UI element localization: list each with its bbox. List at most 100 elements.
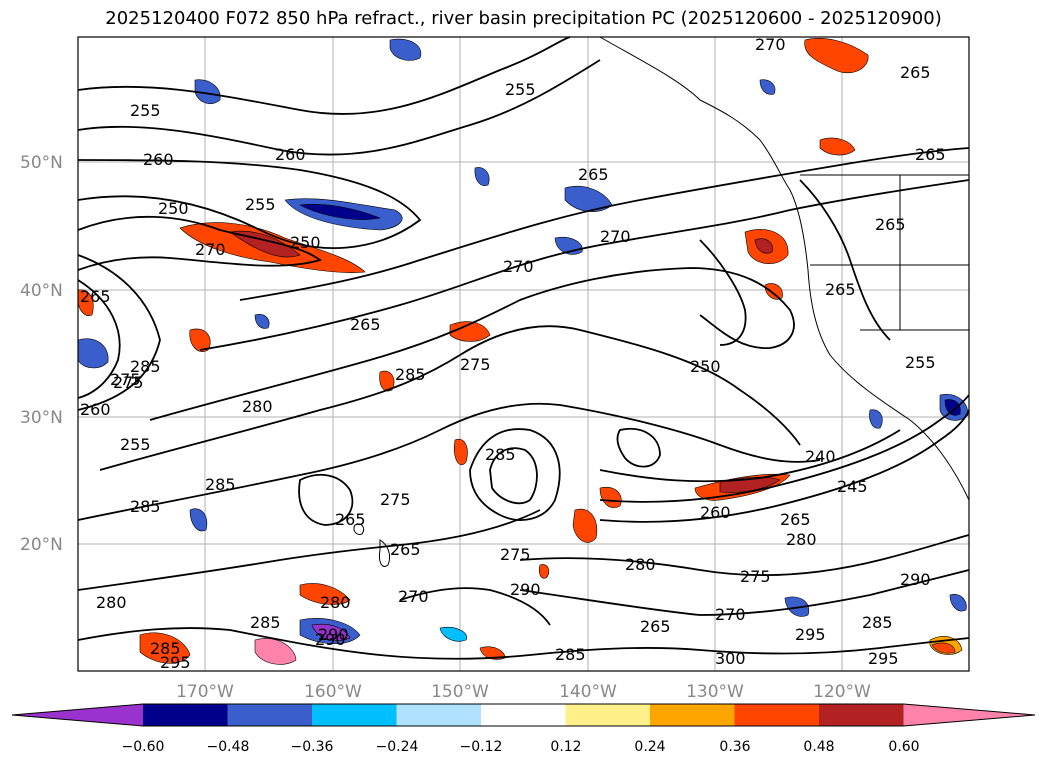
contour-label: 275	[740, 567, 771, 586]
colorbar-tick-label: −0.12	[460, 739, 503, 755]
contour-label: 260	[275, 145, 306, 164]
contour-label: 280	[242, 397, 273, 416]
contour-label: 285	[130, 497, 161, 516]
contour-label: 265	[875, 215, 906, 234]
lon-label-160w: 160°W	[304, 682, 362, 702]
longitude-labels: 170°W 160°W 150°W 140°W 130°W 120°W	[176, 682, 871, 702]
colorbar-extend-right	[903, 704, 1035, 726]
contour-label: 295	[160, 653, 191, 672]
colorbar-tick-label: −0.48	[207, 739, 250, 755]
contour-label: 255	[905, 353, 936, 372]
contour-label: 290	[510, 580, 541, 599]
contour-label: 265	[900, 63, 931, 82]
contour-label: 295	[795, 625, 826, 644]
contour-label: 280	[320, 593, 351, 612]
contour-label: 270	[755, 35, 786, 54]
colorbar-swatch	[312, 704, 397, 726]
coastlines	[353, 36, 970, 567]
colorbar-tick-label: 0.48	[803, 739, 834, 755]
colorbar-tick-label: 0.12	[550, 739, 581, 755]
contour-label: 265	[780, 510, 811, 529]
contour-label: 275	[460, 355, 491, 374]
colorbar-swatch	[734, 704, 820, 726]
colorbar-tick-label: 0.36	[719, 739, 750, 755]
contour-label: 265	[335, 510, 366, 529]
contour-label: 265	[390, 540, 421, 559]
colorbar-tick-label: 0.60	[888, 739, 919, 755]
lon-label-130w: 130°W	[686, 682, 744, 702]
contour-label: 290	[318, 625, 349, 644]
contour-label: 250	[690, 357, 721, 376]
colorbar-swatch	[565, 704, 651, 726]
contour-label: 255	[130, 101, 161, 120]
contour-label: 275	[110, 370, 141, 389]
contour-label: 295	[868, 649, 899, 668]
contour-label: 285	[485, 445, 516, 464]
map-frame	[77, 36, 970, 672]
lat-label-20n: 20°N	[20, 535, 63, 555]
contour-label: 260	[80, 400, 111, 419]
contour-label: 270	[600, 227, 631, 246]
contour-label: 245	[837, 477, 868, 496]
contour-label: 250	[158, 199, 189, 218]
colorbar-extend-left	[12, 704, 143, 726]
map-title: 2025120400 F072 850 hPa refract., river …	[105, 8, 942, 29]
lon-label-150w: 150°W	[431, 682, 489, 702]
contour-label: 275	[500, 545, 531, 564]
contour-label: 285	[130, 357, 161, 376]
contour-label: 290	[315, 630, 346, 649]
lat-label-40n: 40°N	[20, 281, 63, 301]
contour-label: 250	[290, 233, 321, 252]
contour-label: 240	[805, 447, 836, 466]
contour-label: 285	[862, 613, 893, 632]
colorbar	[11, 703, 1036, 727]
contour-label: 270	[715, 605, 746, 624]
colorbar-tick-label: −0.24	[376, 739, 419, 755]
contour-label: 265	[350, 315, 381, 334]
colorbar-swatch	[396, 704, 482, 726]
map-panel: 255 260 260 250 255 250 270 265 285 275 …	[77, 35, 970, 672]
lon-label-120w: 120°W	[813, 682, 871, 702]
contour-label: 255	[505, 80, 536, 99]
colorbar-swatch	[650, 704, 735, 726]
colorbar-tick-label: −0.36	[291, 739, 334, 755]
colorbar-outline	[11, 703, 1036, 727]
contour-label: 255	[120, 435, 151, 454]
colorbar-swatch	[143, 704, 228, 726]
contour-label: 285	[555, 645, 586, 664]
contour-label: 285	[250, 613, 281, 632]
colorbar-tick-label: 0.24	[634, 739, 665, 755]
contour-label: 260	[143, 150, 174, 169]
contour-label: 280	[96, 593, 127, 612]
colorbar-tick-labels: −0.60 −0.48 −0.36 −0.24 −0.12 0.12 0.24 …	[122, 739, 920, 755]
contour-label: 275	[380, 490, 411, 509]
contour-label: 280	[786, 530, 817, 549]
contour-label: 265	[578, 165, 609, 184]
colorbar-swatch	[481, 704, 566, 726]
contour-label: 285	[150, 639, 181, 658]
contour-label: 265	[640, 617, 671, 636]
contour-label: 270	[503, 257, 534, 276]
contour-label: 285	[205, 475, 236, 494]
contour-label: 270	[195, 240, 226, 259]
lon-label-170w: 170°W	[176, 682, 234, 702]
latitude-labels: 50°N 40°N 30°N 20°N	[20, 153, 63, 555]
contour-label: 300	[715, 649, 746, 668]
contour-label: 255	[245, 195, 276, 214]
colorbar-tick-label: −0.60	[122, 739, 165, 755]
contour-label: 275	[113, 373, 144, 392]
contour-label: 285	[395, 365, 426, 384]
refractivity-contours	[77, 36, 970, 660]
contour-label: 265	[825, 280, 856, 299]
contour-label: 280	[625, 555, 656, 574]
colorbar-swatch	[227, 704, 313, 726]
contour-label: 260	[700, 503, 731, 522]
lat-label-30n: 30°N	[20, 408, 63, 428]
contour-label: 270	[398, 587, 429, 606]
contour-label: 265	[915, 145, 946, 164]
contour-labels: 255 260 260 250 255 250 270 265 285 275 …	[80, 35, 946, 672]
contour-label: 290	[900, 570, 931, 589]
graticule	[78, 37, 969, 671]
lon-label-140w: 140°W	[559, 682, 617, 702]
colorbar-swatch	[819, 704, 904, 726]
